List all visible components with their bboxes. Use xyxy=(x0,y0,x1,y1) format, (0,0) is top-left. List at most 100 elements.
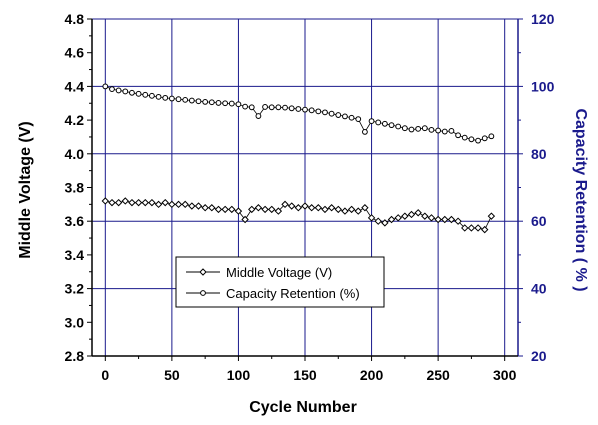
x-tick-label: 150 xyxy=(293,367,317,383)
middle-voltage-point xyxy=(221,205,229,214)
y-left-tick-label: 4.2 xyxy=(65,112,85,128)
middle-voltage-point xyxy=(301,202,309,210)
capacity-retention-point xyxy=(109,86,115,92)
middle-voltage-point xyxy=(447,215,456,224)
capacity-retention-point xyxy=(288,105,295,112)
capacity-retention-point xyxy=(435,127,442,134)
y-right-tick-label: 100 xyxy=(531,78,555,94)
middle-voltage-point xyxy=(248,205,256,214)
capacity-retention-point xyxy=(475,137,481,144)
capacity-retention-point xyxy=(168,95,175,102)
y-right-tick-label: 80 xyxy=(531,146,547,162)
capacity-retention-point xyxy=(208,99,215,106)
middle-voltage-point xyxy=(194,202,203,210)
middle-voltage-point xyxy=(327,204,336,212)
middle-voltage-point xyxy=(474,224,482,232)
capacity-retention-point xyxy=(188,97,195,104)
capacity-retention-point xyxy=(401,125,408,132)
middle-voltage-point xyxy=(294,204,303,212)
y-right-tick-label: 120 xyxy=(531,11,555,27)
capacity-retention-point xyxy=(308,107,315,114)
capacity-retention-point xyxy=(468,136,475,143)
capacity-retention-point xyxy=(228,100,235,107)
capacity-retention-point xyxy=(381,120,388,127)
capacity-retention-point xyxy=(348,114,355,121)
capacity-retention-point xyxy=(461,134,468,141)
middle-voltage-point xyxy=(181,200,189,209)
x-tick-label: 0 xyxy=(101,367,109,383)
y-left-tick-label: 3.8 xyxy=(65,180,85,196)
y-right-tick-label: 40 xyxy=(531,281,547,297)
middle-voltage-point xyxy=(441,215,449,224)
y-left-tick-label: 2.8 xyxy=(65,348,85,364)
capacity-retention-point xyxy=(182,96,189,103)
capacity-retention-point xyxy=(441,128,448,135)
x-axis-title: Cycle Number xyxy=(249,399,357,416)
middle-voltage-point xyxy=(361,204,369,212)
capacity-retention-line xyxy=(105,86,492,142)
legend: Middle Voltage (V) Capacity Retention (%… xyxy=(175,256,385,308)
y-right-tick-label: 20 xyxy=(531,348,547,364)
capacity-retention-point xyxy=(215,100,222,106)
y-right-axis-title: Capacity Retention ( % ) xyxy=(572,108,589,291)
y-right-tick-label: 60 xyxy=(531,213,547,229)
middle-voltage-point xyxy=(487,212,496,220)
capacity-retention-point xyxy=(415,125,422,132)
y-left-tick-label: 3.0 xyxy=(65,314,85,330)
middle-voltage-point xyxy=(128,198,136,207)
capacity-retention-point xyxy=(408,126,415,133)
middle-voltage-point xyxy=(121,197,129,205)
capacity-retention-point xyxy=(129,89,135,96)
middle-voltage-point xyxy=(201,204,209,212)
middle-voltage-point xyxy=(154,200,163,209)
legend-box xyxy=(175,256,385,308)
capacity-retention-point xyxy=(388,122,395,129)
middle-voltage-point xyxy=(141,198,149,207)
legend-key-middle-voltage xyxy=(186,268,220,276)
capacity-retention-point xyxy=(455,132,461,139)
middle-voltage-point xyxy=(174,200,183,209)
middle-voltage-point xyxy=(114,198,123,207)
middle-voltage-point xyxy=(454,217,462,225)
capacity-retention-point xyxy=(222,100,229,107)
middle-voltage-point xyxy=(427,214,436,222)
capacity-retention-point xyxy=(142,91,149,98)
middle-voltage-point xyxy=(268,205,276,214)
x-tick-label: 300 xyxy=(493,367,517,383)
middle-voltage-point xyxy=(228,205,236,214)
middle-voltage-point xyxy=(374,217,382,225)
middle-voltage-point xyxy=(387,215,396,224)
middle-voltage-point xyxy=(394,214,402,222)
middle-voltage-point xyxy=(274,207,283,215)
capacity-retention-point xyxy=(275,104,282,111)
middle-voltage-point xyxy=(401,212,409,220)
capacity-retention-point xyxy=(342,113,348,120)
capacity-retention-point xyxy=(355,116,362,122)
capacity-retention-point xyxy=(162,94,169,101)
capacity-retention-point xyxy=(375,119,382,126)
capacity-retention-point xyxy=(122,88,129,95)
capacity-retention-point xyxy=(155,93,162,100)
middle-voltage-point xyxy=(341,207,349,215)
capacity-retention-point xyxy=(248,104,255,111)
capacity-retention-point xyxy=(235,101,242,108)
y-left-tick-label: 4.8 xyxy=(65,11,85,27)
middle-voltage-point xyxy=(354,207,362,215)
capacity-retention-point xyxy=(295,106,302,112)
capacity-retention-point xyxy=(315,108,322,115)
middle-voltage-point xyxy=(234,207,243,215)
middle-voltage-point xyxy=(414,209,422,217)
middle-voltage-point xyxy=(108,198,116,207)
middle-voltage-point xyxy=(461,224,469,232)
capacity-retention-point xyxy=(481,135,488,142)
x-tick-label: 100 xyxy=(227,367,251,383)
legend-key-capacity-retention xyxy=(186,290,220,296)
middle-voltage-point xyxy=(434,215,442,224)
middle-voltage-point xyxy=(307,204,316,212)
capacity-retention-point xyxy=(149,92,155,99)
y-left-tick-label: 3.6 xyxy=(65,213,85,229)
middle-voltage-point xyxy=(208,204,216,212)
legend-label-capacity-retention: Capacity Retention (%) xyxy=(226,286,360,301)
capacity-retention-point xyxy=(282,104,288,111)
